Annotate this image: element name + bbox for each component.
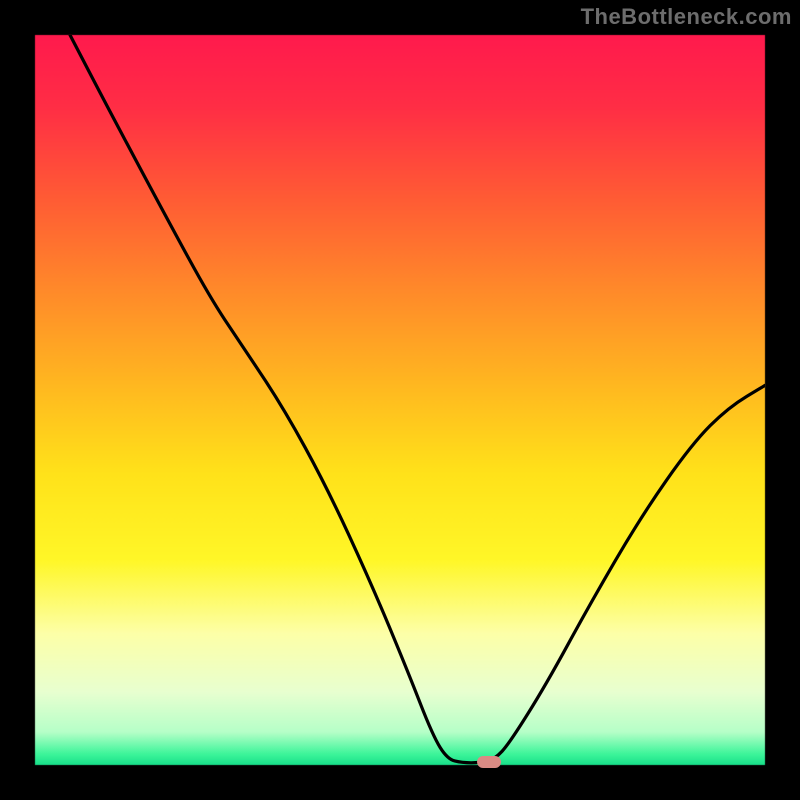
watermark-text: TheBottleneck.com: [581, 4, 792, 30]
chart-stage: TheBottleneck.com: [0, 0, 800, 800]
gradient-background: [0, 0, 800, 800]
